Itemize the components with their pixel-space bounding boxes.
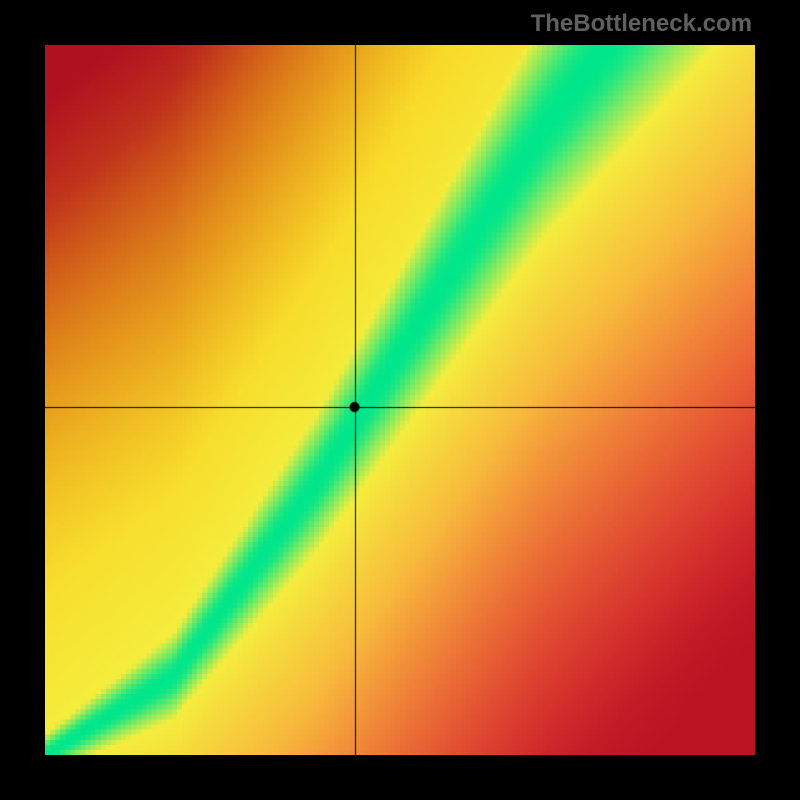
watermark-text: TheBottleneck.com	[531, 10, 752, 38]
bottleneck-heatmap	[45, 45, 755, 755]
chart-stage: TheBottleneck.com	[0, 0, 800, 800]
